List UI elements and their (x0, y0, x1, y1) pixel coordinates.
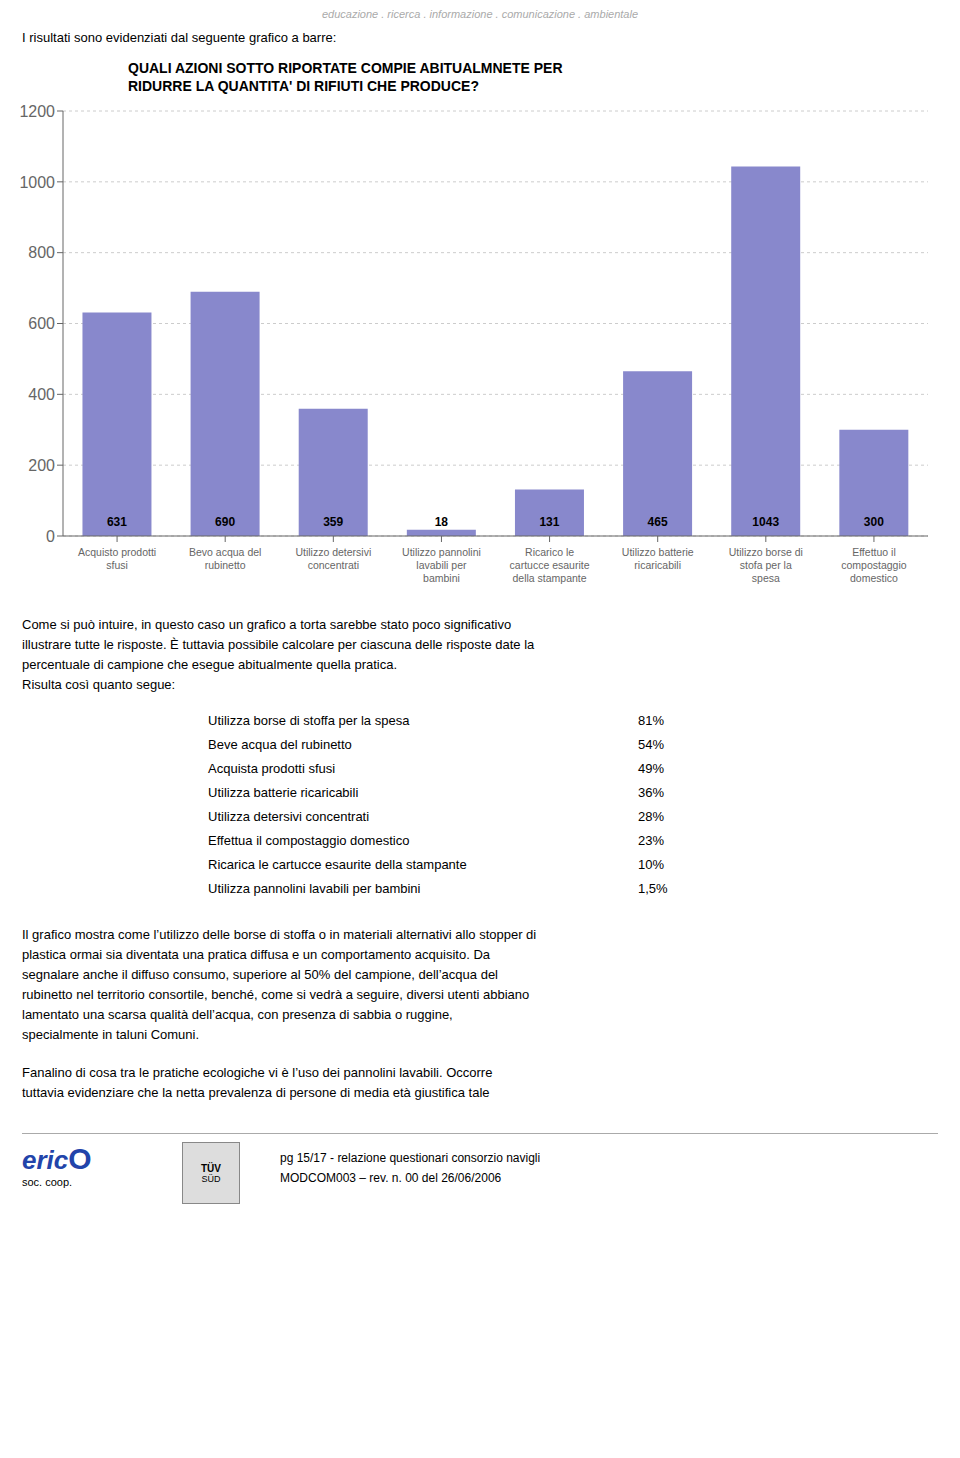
html-text:specialmente in taluni Comuni.: specialmente in taluni Comuni. (22, 1027, 199, 1042)
html-text:10%: 10% (638, 857, 664, 872)
svg-text:1043: 1043 (752, 515, 779, 529)
svg-text:359: 359 (323, 515, 343, 529)
html-text:I risultati sono evidenziati d: I risultati sono evidenziati dal seguent… (22, 30, 337, 45)
svg-text:Utilizzo pannolinilavabili per: Utilizzo pannolinilavabili perbambini (402, 546, 481, 584)
html-text:Utilizza batterie ricaricabili: Utilizza batterie ricaricabili (208, 785, 359, 800)
html-text:rubinetto nel territorio conso: rubinetto nel territorio consortile, ben… (22, 987, 530, 1002)
svg-text:465: 465 (648, 515, 668, 529)
html-text:tuttavia evidenziare che la ne: tuttavia evidenziare che la netta preval… (22, 1085, 490, 1100)
svg-text:1000: 1000 (19, 174, 55, 191)
html-text:1,5%: 1,5% (638, 881, 668, 896)
html-text:lamentato una scarsa qualità d: lamentato una scarsa qualità dell’acqua,… (22, 1007, 453, 1022)
html-text:Effettua il compostaggio domes: Effettua il compostaggio domestico (208, 833, 410, 848)
html-text:soc. coop.: soc. coop. (22, 1176, 73, 1188)
html-text:Beve acqua del rubinetto: Beve acqua del rubinetto (208, 737, 352, 752)
html-text:TÜV: TÜV (201, 1162, 221, 1174)
html-text:segnalare anche il diffuso con: segnalare anche il diffuso consumo, supe… (22, 967, 498, 982)
html-text:Utilizza pannolini lavabili pe: Utilizza pannolini lavabili per bambini (208, 881, 421, 896)
svg-text:300: 300 (864, 515, 884, 529)
html-text:SÜD: SÜD (201, 1173, 221, 1184)
svg-text:Utilizzo batteriericaricabili: Utilizzo batteriericaricabili (622, 546, 694, 571)
html-text:36%: 36% (638, 785, 664, 800)
html-text:Come si può intuire, in questo: Come si può intuire, in questo caso un g… (22, 617, 512, 632)
html-text:educazione . ricerca . informa: educazione . ricerca . informazione . co… (321, 8, 639, 20)
html-text:Risulta così quanto segue:: Risulta così quanto segue: (22, 677, 176, 692)
svg-text:18: 18 (435, 515, 449, 529)
html-text:28%: 28% (638, 809, 664, 824)
html-text:percentuale di campione che es: percentuale di campione che esegue abitu… (22, 657, 398, 672)
svg-text:0: 0 (46, 528, 55, 545)
html-text:Utilizza borse di stoffa per l: Utilizza borse di stoffa per la spesa (208, 713, 410, 728)
html-text:illustrare tutte le risposte.: illustrare tutte le risposte. È tuttavia… (22, 637, 535, 652)
svg-text:Utilizzo detersiviconcentrati: Utilizzo detersiviconcentrati (295, 546, 371, 571)
svg-text:Utilizzo borse distofa per las: Utilizzo borse distofa per laspesa (729, 546, 803, 584)
svg-text:Effettuo ilcompostaggiodomesti: Effettuo ilcompostaggiodomestico (841, 546, 907, 584)
svg-text:690: 690 (215, 515, 235, 529)
html-text:eric O: eric O (22, 1142, 92, 1175)
html-text:23%: 23% (638, 833, 664, 848)
html-text:RIDURRE LA QUANTITA' DI RIFIUT: RIDURRE LA QUANTITA' DI RIFIUTI CHE PROD… (128, 78, 479, 94)
svg-text:600: 600 (28, 315, 55, 332)
svg-text:1200: 1200 (19, 103, 55, 120)
svg-text:400: 400 (28, 386, 55, 403)
html-text:Ricarica le cartucce esaurite: Ricarica le cartucce esaurite della stam… (208, 857, 467, 872)
html-text:Fanalino di cosa tra le pratic: Fanalino di cosa tra le pratiche ecologi… (22, 1065, 493, 1080)
html-text:QUALI AZIONI SOTTO RIPORTATE C: QUALI AZIONI SOTTO RIPORTATE COMPIE ABIT… (128, 60, 563, 76)
svg-text:200: 200 (28, 457, 55, 474)
html-text:pg 15/17 - relazione questiona: pg 15/17 - relazione questionari consorz… (280, 1151, 541, 1165)
svg-text:131: 131 (539, 515, 559, 529)
html-text:plastica ormai sia diventata u: plastica ormai sia diventata una pratica… (22, 947, 490, 962)
svg-text:631: 631 (107, 515, 127, 529)
html-text:54%: 54% (638, 737, 664, 752)
svg-text:Bevo acqua delrubinetto: Bevo acqua delrubinetto (189, 546, 261, 571)
html-text:Acquista prodotti sfusi: Acquista prodotti sfusi (208, 761, 336, 776)
html-text:49%: 49% (638, 761, 664, 776)
html-text:Il grafico mostra come l’utili: Il grafico mostra come l’utilizzo delle … (22, 927, 537, 942)
html-text:81%: 81% (638, 713, 664, 728)
html-text:Utilizza detersivi concentrati: Utilizza detersivi concentrati (208, 809, 370, 824)
svg-text:Acquisto prodottisfusi: Acquisto prodottisfusi (78, 546, 156, 571)
svg-text:Ricarico lecartucce esauritede: Ricarico lecartucce esauritedella stampa… (510, 546, 590, 584)
html-text:MODCOM003 – rev. n. 00 del 26/: MODCOM003 – rev. n. 00 del 26/06/2006 (280, 1171, 502, 1185)
svg-text:800: 800 (28, 244, 55, 261)
